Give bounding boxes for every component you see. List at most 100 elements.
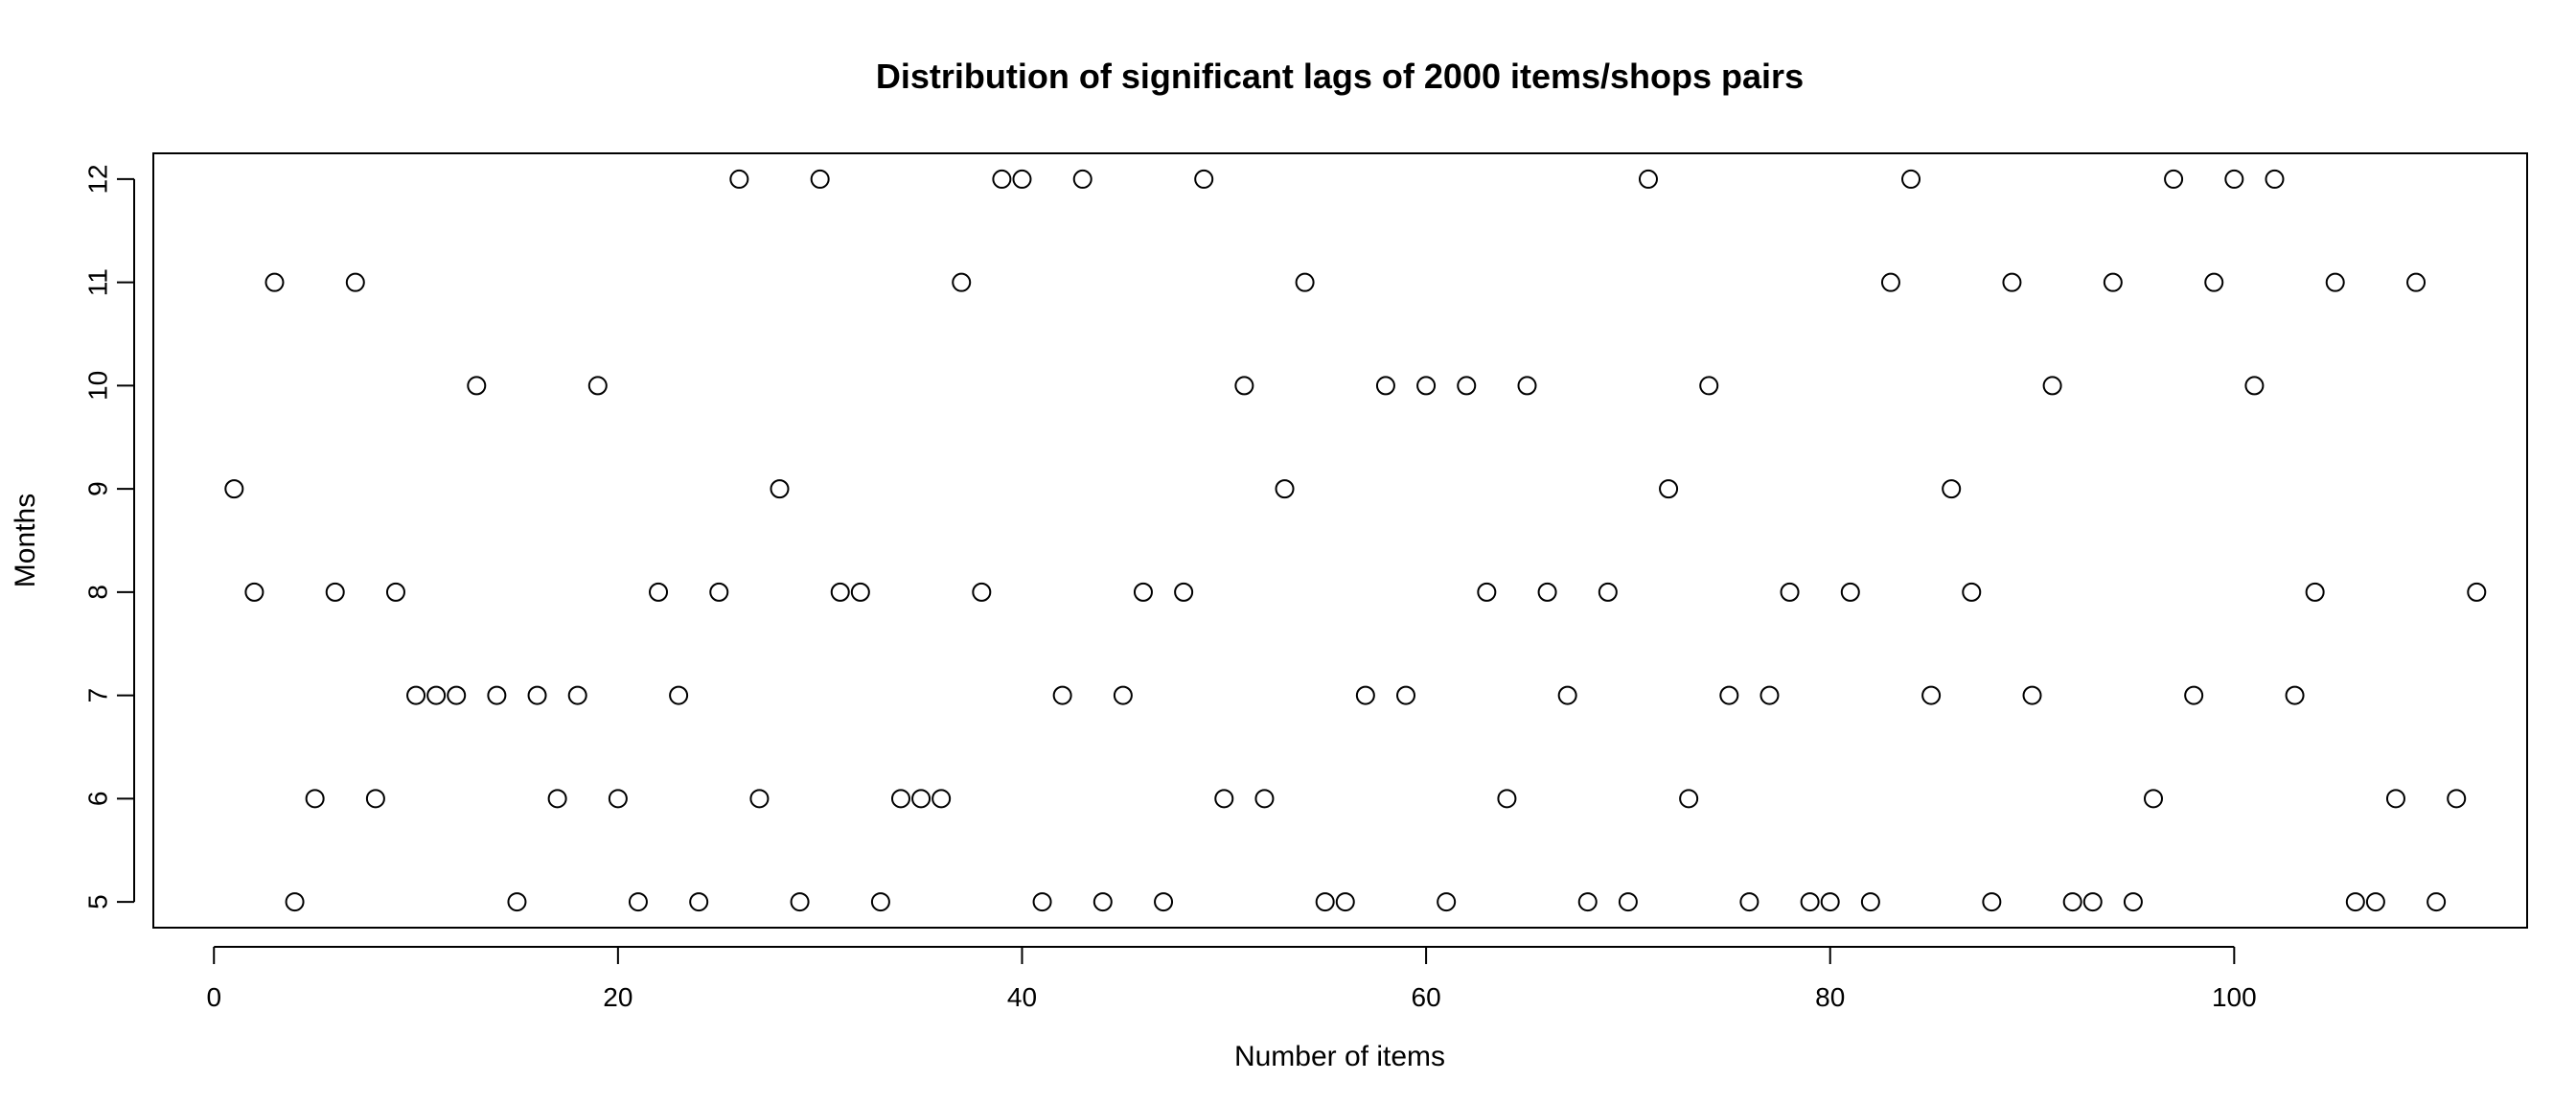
- data-point: [2365, 892, 2385, 912]
- data-point: [1072, 169, 1092, 189]
- x-tick-label: 80: [1815, 982, 1845, 1012]
- data-point: [972, 582, 992, 602]
- data-point: [669, 685, 689, 705]
- data-point: [1860, 892, 1880, 912]
- x-axis-label: Number of items: [1234, 1041, 1445, 1072]
- data-point: [749, 789, 770, 809]
- data-point: [890, 789, 910, 809]
- data-point: [1537, 582, 1557, 602]
- data-point: [426, 685, 447, 705]
- data-point: [1254, 789, 1275, 809]
- y-tick-label: 6: [83, 792, 113, 807]
- data-point: [2184, 685, 2204, 705]
- data-point: [2426, 892, 2447, 912]
- data-point: [1739, 892, 1760, 912]
- x-tick-label: 0: [206, 982, 221, 1012]
- data-point: [406, 685, 426, 705]
- data-point: [1840, 582, 1860, 602]
- data-point: [527, 685, 547, 705]
- data-point: [2042, 376, 2062, 396]
- data-point: [1598, 582, 1618, 602]
- x-tick-label: 60: [1412, 982, 1441, 1012]
- data-point: [1437, 892, 1457, 912]
- data-point: [264, 272, 285, 292]
- data-point: [830, 582, 850, 602]
- data-point: [2224, 169, 2244, 189]
- data-point: [587, 376, 608, 396]
- data-point: [2204, 272, 2224, 292]
- data-point: [1962, 582, 1982, 602]
- data-point: [1942, 479, 1962, 499]
- data-point: [507, 892, 527, 912]
- plot-frame: [152, 152, 2528, 929]
- data-point: [1133, 582, 1153, 602]
- data-point: [628, 892, 648, 912]
- data-point: [365, 789, 385, 809]
- data-point: [1457, 376, 1477, 396]
- data-point: [1335, 892, 1355, 912]
- data-point: [932, 789, 952, 809]
- y-tick-label: 12: [83, 164, 113, 194]
- chart-title: Distribution of significant lags of 2000…: [876, 57, 1804, 96]
- data-point: [1477, 582, 1497, 602]
- data-point: [2305, 582, 2325, 602]
- data-point: [1214, 789, 1234, 809]
- y-tick-label: 11: [83, 268, 113, 296]
- data-point: [487, 685, 507, 705]
- data-point: [911, 789, 932, 809]
- data-point: [1780, 582, 1800, 602]
- data-point: [1820, 892, 1840, 912]
- data-point: [992, 169, 1012, 189]
- data-point: [1113, 685, 1133, 705]
- data-point: [224, 479, 244, 499]
- data-point: [1497, 789, 1517, 809]
- data-point: [1052, 685, 1072, 705]
- data-point: [385, 582, 405, 602]
- data-point: [1295, 272, 1315, 292]
- data-point: [467, 376, 487, 396]
- data-point: [2062, 892, 2082, 912]
- x-tick-label: 20: [603, 982, 632, 1012]
- data-point: [1618, 892, 1638, 912]
- data-point: [1699, 376, 1719, 396]
- data-point: [2406, 272, 2426, 292]
- data-point: [1880, 272, 1900, 292]
- data-point: [567, 685, 587, 705]
- data-point: [1638, 169, 1658, 189]
- data-point: [1194, 169, 1214, 189]
- y-tick-label: 9: [83, 481, 113, 496]
- data-point: [1396, 685, 1416, 705]
- data-point: [1375, 376, 1395, 396]
- data-point: [1659, 479, 1679, 499]
- data-point: [345, 272, 365, 292]
- data-point: [1012, 169, 1032, 189]
- data-point: [325, 582, 345, 602]
- data-point: [2467, 582, 2487, 602]
- data-point: [1315, 892, 1335, 912]
- data-point: [1901, 169, 1921, 189]
- data-point: [2265, 169, 2285, 189]
- data-point: [729, 169, 749, 189]
- data-point: [709, 582, 729, 602]
- data-point: [790, 892, 810, 912]
- data-point: [1800, 892, 1820, 912]
- data-point: [244, 582, 264, 602]
- data-point: [2082, 892, 2103, 912]
- data-point: [2244, 376, 2265, 396]
- data-point: [1577, 892, 1598, 912]
- data-point: [1517, 376, 1537, 396]
- data-point: [305, 789, 325, 809]
- data-point: [1760, 685, 1780, 705]
- data-point: [2002, 272, 2022, 292]
- y-tick-label: 7: [83, 688, 113, 703]
- data-point: [1557, 685, 1577, 705]
- y-axis: 5 6 7 8 9 10 11 12: [83, 164, 135, 909]
- data-point: [1416, 376, 1437, 396]
- data-point: [1982, 892, 2002, 912]
- data-point: [649, 582, 669, 602]
- data-point: [952, 272, 972, 292]
- data-point: [810, 169, 830, 189]
- data-point: [2164, 169, 2184, 189]
- data-point: [1174, 582, 1194, 602]
